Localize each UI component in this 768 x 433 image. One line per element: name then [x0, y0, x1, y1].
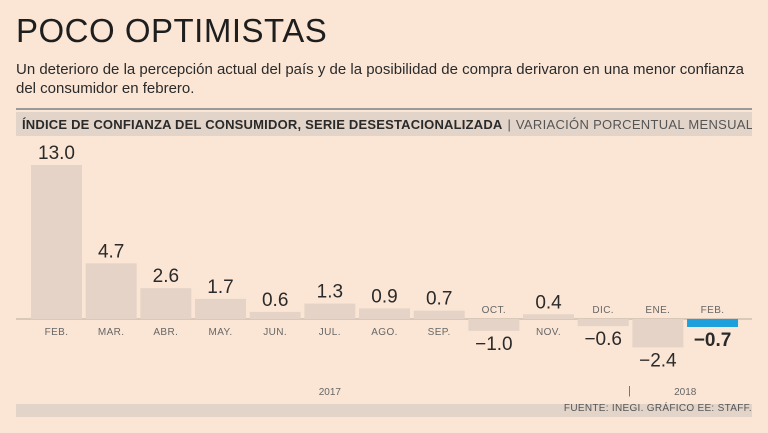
category-label: AGO.: [371, 327, 398, 338]
bar: [413, 310, 465, 319]
category-label: MAY.: [208, 327, 232, 338]
value-label: 1.3: [317, 282, 343, 303]
chart-subtitle: Un deterioro de la percepción actual del…: [16, 61, 744, 97]
footer-band: [16, 404, 752, 417]
chart-header-separator: |: [507, 116, 511, 132]
bar: [31, 165, 82, 319]
bar: [249, 311, 301, 319]
year-label: 2017: [319, 387, 342, 398]
value-label: −0.7: [694, 330, 732, 351]
chart-header-title: ÍNDICE DE CONFIANZA DEL CONSUMIDOR, SERI…: [22, 116, 503, 132]
category-label: ABR.: [153, 327, 178, 338]
category-label: ENE.: [645, 305, 670, 316]
category-label: FEB.: [45, 327, 69, 338]
year-separator: |: [628, 385, 631, 397]
category-label: JUN.: [263, 327, 287, 338]
value-label: 1.7: [207, 277, 233, 298]
value-label: 0.9: [371, 286, 397, 307]
bar: [687, 319, 739, 327]
chart-title: POCO OPTIMISTAS: [16, 12, 328, 49]
bar: [632, 319, 684, 348]
bar: [85, 263, 137, 319]
bar: [523, 314, 575, 319]
chart-header-band: ÍNDICE DE CONFIANZA DEL CONSUMIDOR, SERI…: [16, 112, 752, 136]
value-label: 13.0: [38, 143, 75, 164]
bar: [468, 319, 520, 331]
category-label: SEP.: [428, 327, 451, 338]
value-label: 0.7: [426, 289, 452, 310]
chart-header-unit: VARIACIÓN PORCENTUAL MENSUAL: [515, 116, 752, 132]
year-label: 2018: [674, 387, 697, 398]
bar: [359, 308, 411, 319]
value-label: 0.4: [535, 292, 562, 313]
value-label: 0.6: [262, 290, 288, 311]
bar: [195, 298, 247, 319]
bar: [304, 303, 356, 319]
category-label: NOV.: [536, 327, 561, 338]
value-label: −2.4: [639, 350, 677, 371]
category-label: OCT.: [482, 305, 506, 316]
value-label: −0.6: [584, 329, 622, 350]
value-label: −1.0: [475, 334, 513, 355]
category-label: JUL.: [319, 327, 341, 338]
value-label: 2.6: [153, 266, 179, 287]
source-credit: FUENTE: INEGI. GRÁFICO EE: STAFF.: [563, 403, 752, 414]
category-label: DIC.: [592, 305, 614, 316]
value-label: 4.7: [98, 241, 124, 262]
bar: [140, 288, 192, 319]
category-label: MAR.: [98, 327, 125, 338]
bar: [577, 319, 629, 327]
category-label: FEB.: [701, 305, 725, 316]
top-rule: [16, 108, 752, 110]
